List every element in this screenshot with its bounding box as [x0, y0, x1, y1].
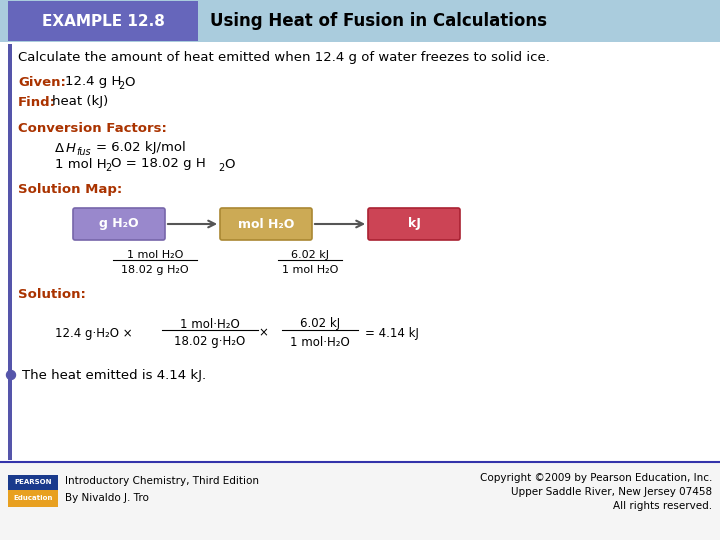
- Text: O = 18.02 g H: O = 18.02 g H: [111, 158, 206, 171]
- Text: 2: 2: [118, 81, 125, 91]
- Text: Given:: Given:: [18, 76, 66, 89]
- Text: Solution:: Solution:: [18, 288, 86, 301]
- Text: heat (kJ): heat (kJ): [52, 96, 108, 109]
- Circle shape: [6, 370, 16, 380]
- Text: Find:: Find:: [18, 96, 56, 109]
- Text: 12.4 g·H₂O ×: 12.4 g·H₂O ×: [55, 327, 132, 340]
- Text: O: O: [124, 76, 135, 89]
- FancyBboxPatch shape: [220, 208, 312, 240]
- FancyBboxPatch shape: [73, 208, 165, 240]
- Text: PEARSON: PEARSON: [14, 480, 52, 485]
- Text: The heat emitted is 4.14 kJ.: The heat emitted is 4.14 kJ.: [22, 368, 206, 381]
- Text: fus: fus: [76, 147, 91, 157]
- Text: 6.02 kJ: 6.02 kJ: [291, 250, 329, 260]
- Text: O: O: [224, 158, 235, 171]
- Text: ×: ×: [258, 327, 268, 340]
- Text: 1 mol·H₂O: 1 mol·H₂O: [290, 335, 350, 348]
- Text: Using Heat of Fusion in Calculations: Using Heat of Fusion in Calculations: [210, 12, 547, 30]
- Bar: [0, 462, 720, 540]
- Text: 18.02 g H₂O: 18.02 g H₂O: [121, 265, 189, 275]
- Text: All rights reserved.: All rights reserved.: [613, 501, 712, 511]
- Text: Conversion Factors:: Conversion Factors:: [18, 122, 167, 134]
- Text: kJ: kJ: [408, 218, 420, 231]
- Text: 2: 2: [218, 163, 224, 173]
- Text: 18.02 g·H₂O: 18.02 g·H₂O: [174, 335, 246, 348]
- Text: 1 mol H₂O: 1 mol H₂O: [282, 265, 338, 275]
- Text: Solution Map:: Solution Map:: [18, 184, 122, 197]
- Text: mol H₂O: mol H₂O: [238, 218, 294, 231]
- Bar: [0, 0, 720, 42]
- Text: 12.4 g H: 12.4 g H: [65, 76, 122, 89]
- Bar: [8, 490, 58, 507]
- Text: Calculate the amount of heat emitted when 12.4 g of water freezes to solid ice.: Calculate the amount of heat emitted whe…: [18, 51, 550, 64]
- Text: EXAMPLE 12.8: EXAMPLE 12.8: [42, 14, 164, 29]
- Bar: [8, 475, 58, 490]
- Text: g H₂O: g H₂O: [99, 218, 139, 231]
- FancyBboxPatch shape: [368, 208, 460, 240]
- Text: 6.02 kJ: 6.02 kJ: [300, 318, 340, 330]
- Text: = 4.14 kJ: = 4.14 kJ: [365, 327, 419, 340]
- Text: H: H: [66, 141, 76, 154]
- Text: 1 mol H₂O: 1 mol H₂O: [127, 250, 183, 260]
- Text: 1 mol H: 1 mol H: [55, 158, 107, 171]
- Text: Copyright ©2009 by Pearson Education, Inc.: Copyright ©2009 by Pearson Education, In…: [480, 473, 712, 483]
- Text: Introductory Chemistry, Third Edition: Introductory Chemistry, Third Edition: [65, 476, 259, 486]
- Text: Education: Education: [13, 496, 53, 502]
- Text: By Nivaldo J. Tro: By Nivaldo J. Tro: [65, 493, 149, 503]
- Text: = 6.02 kJ/mol: = 6.02 kJ/mol: [96, 141, 186, 154]
- Bar: [8, 44, 12, 460]
- Text: 2: 2: [105, 163, 112, 173]
- Text: 1 mol·H₂O: 1 mol·H₂O: [180, 318, 240, 330]
- Bar: [8, 1, 198, 41]
- Text: Δ: Δ: [55, 141, 64, 154]
- Text: Upper Saddle River, New Jersey 07458: Upper Saddle River, New Jersey 07458: [511, 487, 712, 497]
